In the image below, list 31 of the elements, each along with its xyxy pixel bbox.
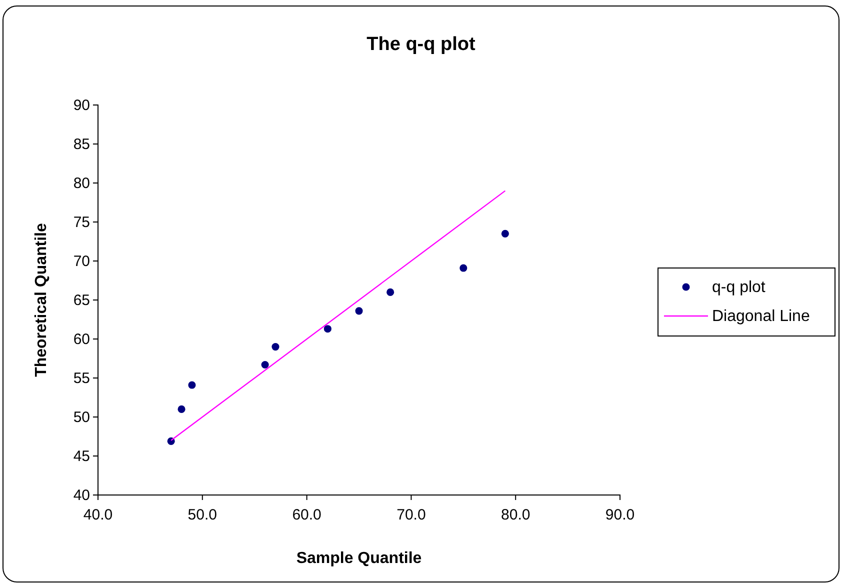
y-tick-label: 65 [73, 292, 90, 309]
y-tick-label: 75 [73, 214, 90, 231]
point [261, 360, 269, 369]
y-tick-label: 60 [73, 330, 90, 348]
x-axis-title: Sample Quantile [296, 550, 422, 567]
y-tick-label: 40 [73, 486, 90, 504]
x-tick-label: 60.0 [292, 506, 322, 524]
point [460, 264, 468, 272]
legend-label: q-q plot [712, 279, 766, 296]
y-tick-label: 55 [73, 370, 90, 387]
x-tick-label: 70.0 [396, 506, 426, 524]
x-tick-label: 90.0 [605, 506, 635, 524]
x-tick-label: 80.0 [501, 506, 530, 524]
point [272, 343, 280, 351]
point [178, 405, 186, 413]
y-tick-label: 50 [73, 408, 90, 426]
chart-title: The q-q plot [366, 34, 476, 55]
y-tick-label: 90 [73, 96, 90, 114]
x-tick-label: 40.0 [83, 506, 113, 524]
y-tick-label: 45 [73, 448, 90, 465]
y-tick-label: 85 [73, 136, 90, 153]
legend-label: Diagonal Line [712, 308, 810, 325]
point [324, 325, 332, 333]
y-tick-label: 80 [73, 174, 90, 192]
point [355, 307, 363, 315]
point [386, 288, 394, 296]
y-axis-title: Theoretical Quantile [33, 222, 50, 377]
point [188, 381, 196, 389]
x-tick-label: 50.0 [188, 506, 217, 524]
point [501, 230, 509, 238]
y-tick-label: 70 [73, 252, 90, 270]
